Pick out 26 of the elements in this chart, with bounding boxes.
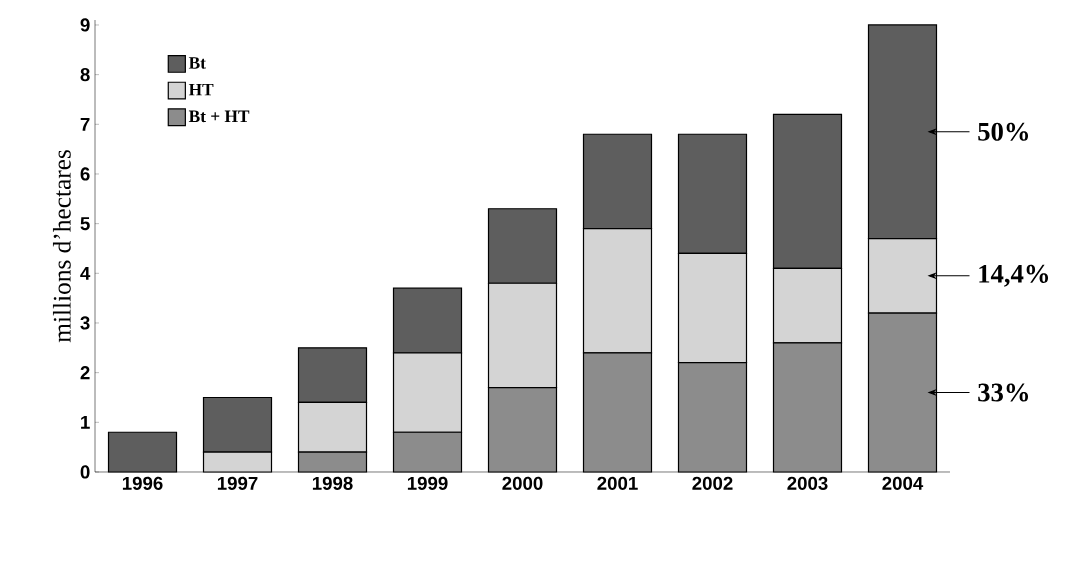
x-tick-label: 2001 xyxy=(597,476,638,490)
x-tick-label: 1997 xyxy=(217,476,258,490)
legend-label: HT xyxy=(188,83,214,96)
x-tick-label: 2002 xyxy=(692,476,733,490)
y-tick-label: 9 xyxy=(80,18,90,32)
y-axis-title: millions d’hectares xyxy=(52,150,71,343)
x-tick-label: 2000 xyxy=(502,476,543,490)
y-tick-label: 5 xyxy=(80,217,90,231)
y-tick-label: 3 xyxy=(80,316,90,330)
y-tick-label: 2 xyxy=(80,366,90,380)
y-tick-label: 0 xyxy=(80,465,90,479)
y-tick-label: 7 xyxy=(80,117,90,131)
x-tick-label: 1996 xyxy=(122,476,163,490)
y-tick-label: 8 xyxy=(80,68,90,82)
y-tick-label: 1 xyxy=(81,415,90,429)
y-tick-label: 4 xyxy=(80,266,91,280)
x-tick-label: 1999 xyxy=(407,476,448,490)
text: 50% xyxy=(978,122,1029,141)
x-tick-label: 2003 xyxy=(787,476,828,490)
x-tick-label: 1998 xyxy=(312,476,353,490)
text: 33% xyxy=(978,383,1029,402)
legend-label: Bt + HT xyxy=(188,110,250,123)
text: 14,4% xyxy=(979,264,1049,287)
y-tick-label: 6 xyxy=(80,167,90,181)
x-tick-label: 2004 xyxy=(882,476,924,490)
legend-label: Bt xyxy=(188,57,206,69)
